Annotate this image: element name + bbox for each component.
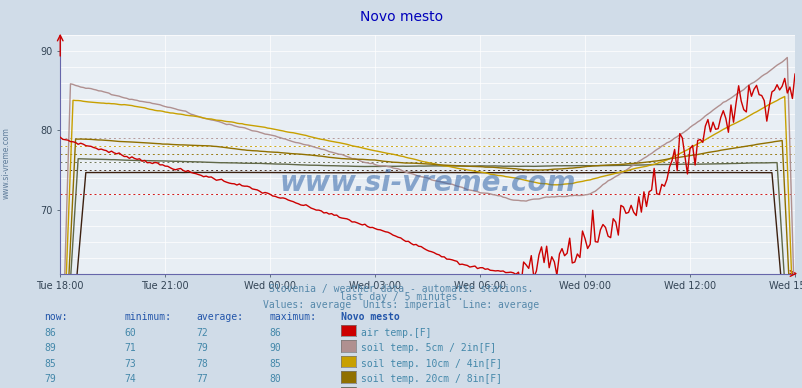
Text: 72: 72 — [196, 328, 209, 338]
Text: 77: 77 — [196, 374, 209, 385]
Text: 60: 60 — [124, 328, 136, 338]
Text: now:: now: — [44, 312, 67, 322]
Text: 73: 73 — [124, 359, 136, 369]
Text: 86: 86 — [44, 328, 56, 338]
Text: 80: 80 — [269, 374, 281, 385]
Text: Values: average  Units: imperial  Line: average: Values: average Units: imperial Line: av… — [263, 300, 539, 310]
Text: Novo mesto: Novo mesto — [341, 312, 399, 322]
Text: last day / 5 minutes.: last day / 5 minutes. — [339, 292, 463, 302]
Text: soil temp. 5cm / 2in[F]: soil temp. 5cm / 2in[F] — [361, 343, 496, 353]
Text: 71: 71 — [124, 343, 136, 353]
Text: 86: 86 — [269, 328, 281, 338]
Text: www.si-vreme.com: www.si-vreme.com — [2, 127, 11, 199]
Text: air temp.[F]: air temp.[F] — [361, 328, 431, 338]
Text: 89: 89 — [44, 343, 56, 353]
Text: average:: average: — [196, 312, 244, 322]
Text: soil temp. 10cm / 4in[F]: soil temp. 10cm / 4in[F] — [361, 359, 502, 369]
Text: 78: 78 — [196, 359, 209, 369]
Text: 74: 74 — [124, 374, 136, 385]
Text: 90: 90 — [269, 343, 281, 353]
Text: minimum:: minimum: — [124, 312, 172, 322]
Text: maximum:: maximum: — [269, 312, 316, 322]
Text: 79: 79 — [196, 343, 209, 353]
Text: 85: 85 — [44, 359, 56, 369]
Text: soil temp. 20cm / 8in[F]: soil temp. 20cm / 8in[F] — [361, 374, 502, 385]
Text: Slovenia / weather data - automatic stations.: Slovenia / weather data - automatic stat… — [269, 284, 533, 294]
Text: 85: 85 — [269, 359, 281, 369]
Text: 79: 79 — [44, 374, 56, 385]
Text: Novo mesto: Novo mesto — [359, 10, 443, 24]
Text: www.si-vreme.com: www.si-vreme.com — [279, 169, 575, 197]
